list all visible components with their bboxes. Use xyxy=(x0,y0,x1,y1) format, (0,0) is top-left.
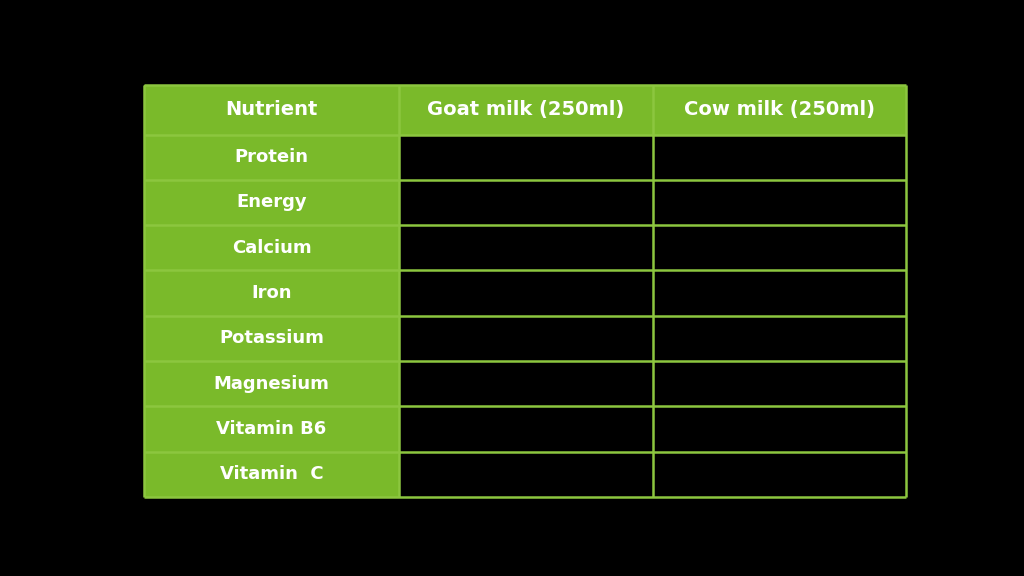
Bar xyxy=(652,180,906,225)
Text: Iron: Iron xyxy=(251,284,292,302)
Bar xyxy=(143,85,399,135)
Bar xyxy=(143,135,399,180)
Bar xyxy=(399,225,652,271)
Bar xyxy=(143,316,399,361)
Bar xyxy=(399,452,652,497)
Text: Goat milk (250ml): Goat milk (250ml) xyxy=(427,100,625,119)
Bar xyxy=(399,180,652,225)
Bar xyxy=(399,85,652,135)
Text: Calcium: Calcium xyxy=(231,239,311,257)
Bar xyxy=(652,135,906,180)
Bar xyxy=(652,361,906,407)
Text: Vitamin B6: Vitamin B6 xyxy=(216,420,327,438)
Text: Energy: Energy xyxy=(237,194,307,211)
Bar xyxy=(399,316,652,361)
Text: Cow milk (250ml): Cow milk (250ml) xyxy=(684,100,874,119)
Bar xyxy=(143,407,399,452)
Text: Nutrient: Nutrient xyxy=(225,100,317,119)
Bar xyxy=(399,271,652,316)
Bar xyxy=(652,85,906,135)
Bar xyxy=(652,407,906,452)
Bar xyxy=(143,271,399,316)
Text: Magnesium: Magnesium xyxy=(214,375,330,393)
Text: Protein: Protein xyxy=(234,148,308,166)
Bar xyxy=(652,271,906,316)
Bar xyxy=(399,361,652,407)
Bar xyxy=(143,180,399,225)
Bar xyxy=(143,452,399,497)
Bar xyxy=(399,135,652,180)
Bar xyxy=(143,361,399,407)
Bar xyxy=(652,452,906,497)
Text: Vitamin  C: Vitamin C xyxy=(220,465,324,483)
Bar xyxy=(652,225,906,271)
Bar xyxy=(652,316,906,361)
Text: Potassium: Potassium xyxy=(219,329,324,347)
Bar xyxy=(399,407,652,452)
Bar xyxy=(143,225,399,271)
